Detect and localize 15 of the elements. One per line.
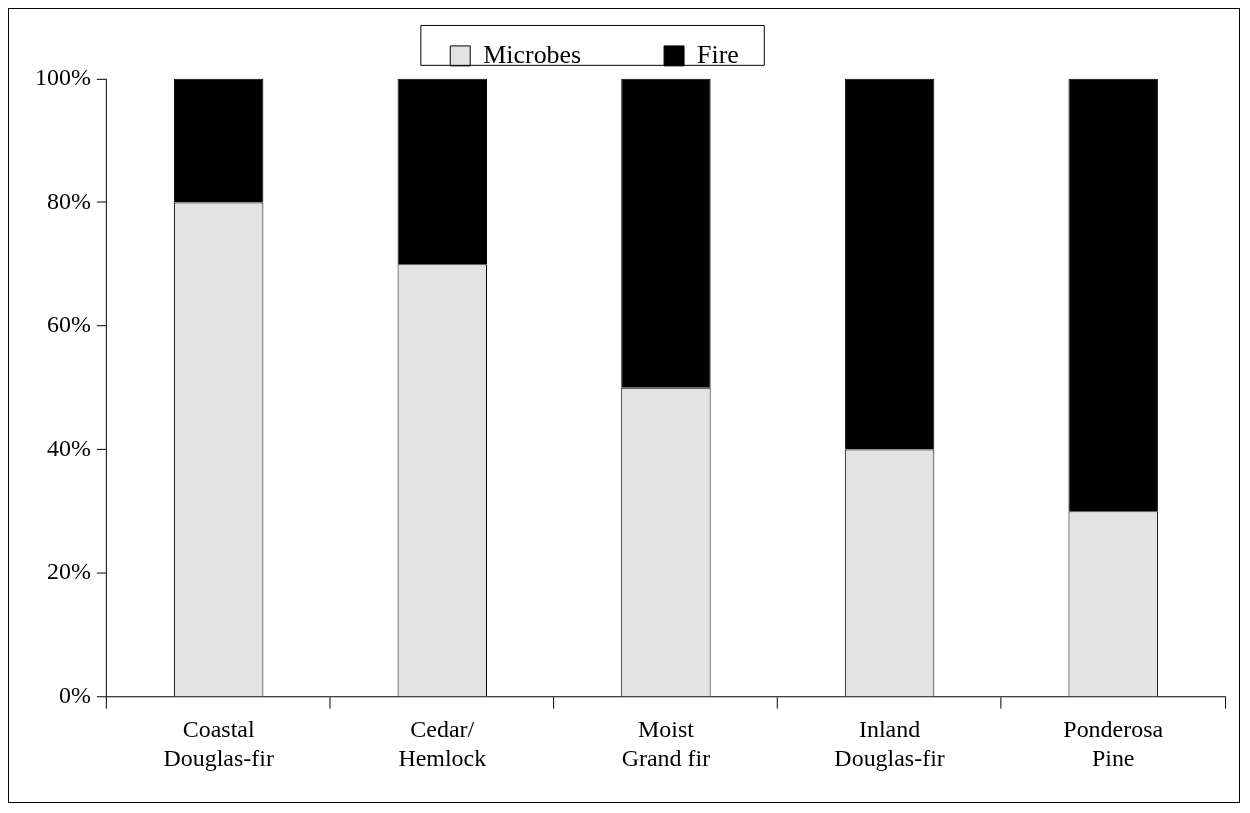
y-tick-label: 100%	[34, 64, 91, 91]
legend-label: Fire	[697, 39, 804, 69]
y-tick-label: 40%	[46, 434, 91, 461]
y-tick-label: 20%	[46, 558, 91, 585]
bar	[621, 78, 711, 388]
x-tick-label: Ponderosa Pine	[1063, 716, 1164, 771]
x-tick-label: Moist Grand fir	[621, 716, 711, 771]
bar	[1068, 78, 1158, 512]
y-tick-label: 80%	[46, 187, 91, 214]
y-tick-label: 0%	[58, 681, 91, 708]
y-tick-label: 60%	[46, 311, 91, 338]
x-tick-label: Cedar/ Hemlock	[398, 716, 487, 771]
x-tick-label: Inland Douglas-fir	[834, 716, 945, 771]
x-tick-label: Coastal Douglas-fir	[163, 716, 274, 771]
legend-label: Microbes	[483, 39, 647, 69]
